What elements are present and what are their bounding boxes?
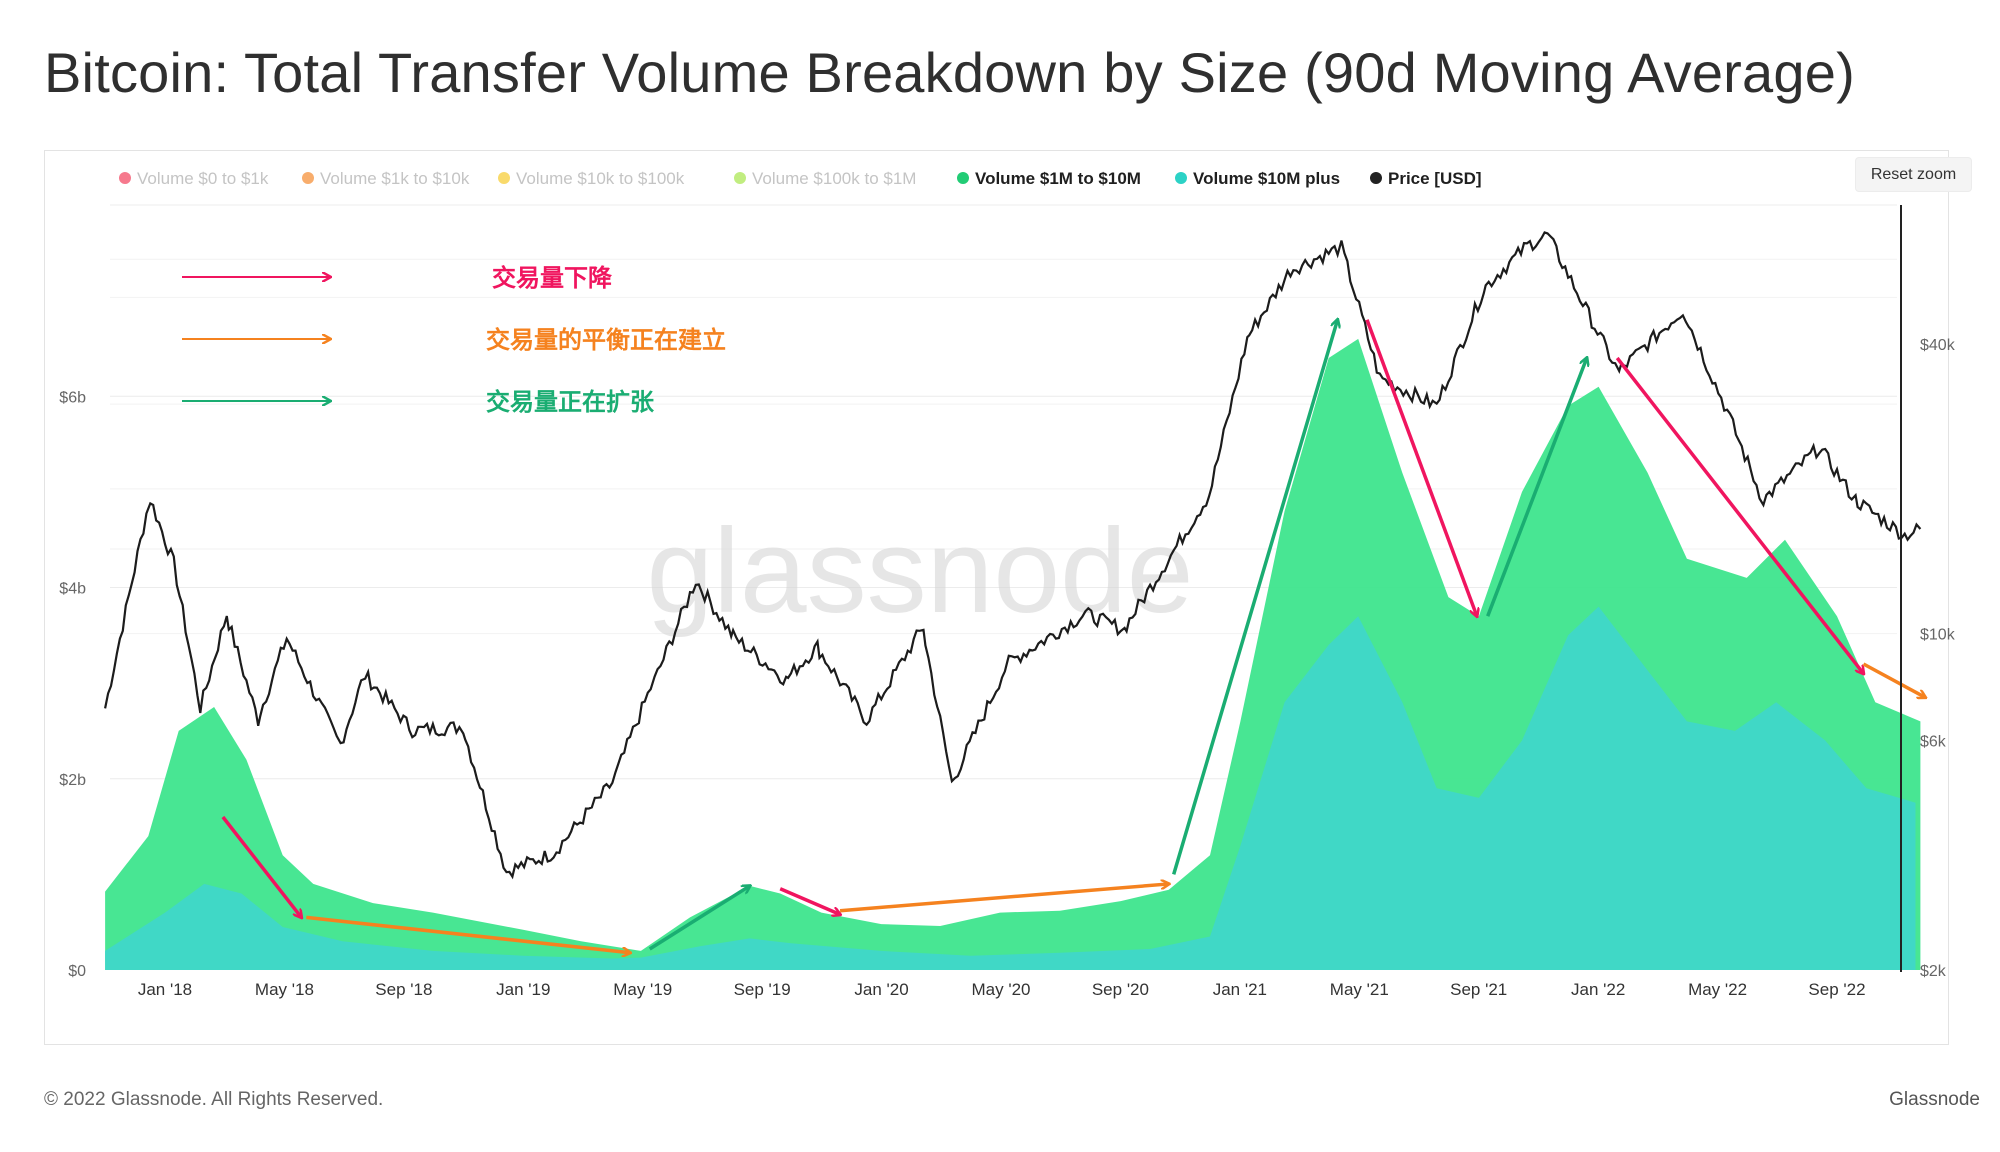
price-line: [104, 231, 1922, 880]
x-tick-label: Sep '18: [375, 980, 432, 999]
trend-arrow-green: [1172, 320, 1338, 875]
x-tick-label: May '22: [1688, 980, 1747, 999]
y-right-tick-label: $10k: [1920, 627, 1956, 644]
legend-dot: [1370, 172, 1382, 184]
annotation-label: 交易量正在扩张: [486, 388, 655, 416]
legend-item[interactable]: Volume $1k to $10k: [302, 169, 470, 188]
y-right-tick-label: $2k: [1920, 963, 1947, 980]
trend-arrow-pink: [779, 887, 840, 915]
trend-arrow-orange: [1862, 662, 1925, 697]
x-tick-label: May '21: [1330, 980, 1389, 999]
y-left-tick-label: $6b: [59, 389, 86, 406]
y-left-tick-label: $0: [68, 963, 86, 980]
legend-dot: [957, 172, 969, 184]
legend-item[interactable]: Price [USD]: [1370, 169, 1482, 188]
brand-text: Glassnode: [1889, 1089, 1980, 1110]
watermark: glassnode: [646, 504, 1193, 638]
page-title: Bitcoin: Total Transfer Volume Breakdown…: [44, 41, 1855, 104]
x-tick-label: May '20: [972, 980, 1031, 999]
trend-arrow-orange: [839, 884, 1169, 913]
legend-dot: [302, 172, 314, 184]
legend-label: Volume $100k to $1M: [752, 169, 916, 188]
x-tick-label: Sep '21: [1450, 980, 1507, 999]
legend-label: Price [USD]: [1388, 169, 1482, 188]
legend-label: Volume $10M plus: [1193, 169, 1340, 188]
legend-label: Volume $1k to $10k: [320, 169, 470, 188]
x-tick-label: Sep '20: [1092, 980, 1149, 999]
annotation-label: 交易量的平衡正在建立: [486, 326, 726, 354]
trend-arrow-pink: [221, 815, 301, 917]
annotation-label: 交易量下降: [492, 264, 613, 292]
trend-arrow-orange: [306, 915, 630, 952]
legend-item[interactable]: Volume $10M plus: [1175, 169, 1340, 188]
y-left-tick-label: $2b: [59, 772, 86, 789]
x-tick-label: Sep '19: [734, 980, 791, 999]
trend-arrow-pink: [1615, 356, 1863, 674]
legend-item[interactable]: Volume $10k to $100k: [498, 169, 685, 188]
copyright-text: © 2022 Glassnode. All Rights Reserved.: [44, 1089, 384, 1110]
trend-arrow-green: [1486, 358, 1587, 617]
legend-dot: [734, 172, 746, 184]
trend-arrow-green: [648, 886, 750, 951]
x-tick-label: Jan '20: [854, 980, 908, 999]
legend-dot: [1175, 172, 1187, 184]
area-volume-10m-plus: [105, 606, 1916, 970]
legend-label: Volume $0 to $1k: [137, 169, 269, 188]
x-tick-label: May '19: [613, 980, 672, 999]
legend-item[interactable]: Volume $100k to $1M: [734, 169, 916, 188]
x-tick-label: May '18: [255, 980, 314, 999]
x-tick-label: Jan '19: [496, 980, 550, 999]
x-tick-label: Jan '21: [1213, 980, 1267, 999]
legend-dot: [498, 172, 510, 184]
x-tick-label: Sep '22: [1808, 980, 1865, 999]
y-left-tick-label: $4b: [59, 581, 86, 598]
legend-item[interactable]: Volume $1M to $10M: [957, 169, 1141, 188]
legend-dot: [119, 172, 131, 184]
y-right-tick-label: $40k: [1920, 337, 1956, 354]
reset-zoom-button[interactable]: Reset zoom: [1855, 157, 1972, 192]
trend-arrow-pink: [1365, 319, 1477, 616]
legend-label: Volume $10k to $100k: [516, 169, 685, 188]
y-right-tick-label: $6k: [1920, 733, 1947, 750]
x-tick-label: Jan '22: [1571, 980, 1625, 999]
legend-item[interactable]: Volume $0 to $1k: [119, 169, 269, 188]
legend-label: Volume $1M to $10M: [975, 169, 1141, 188]
x-tick-label: Jan '18: [138, 980, 192, 999]
